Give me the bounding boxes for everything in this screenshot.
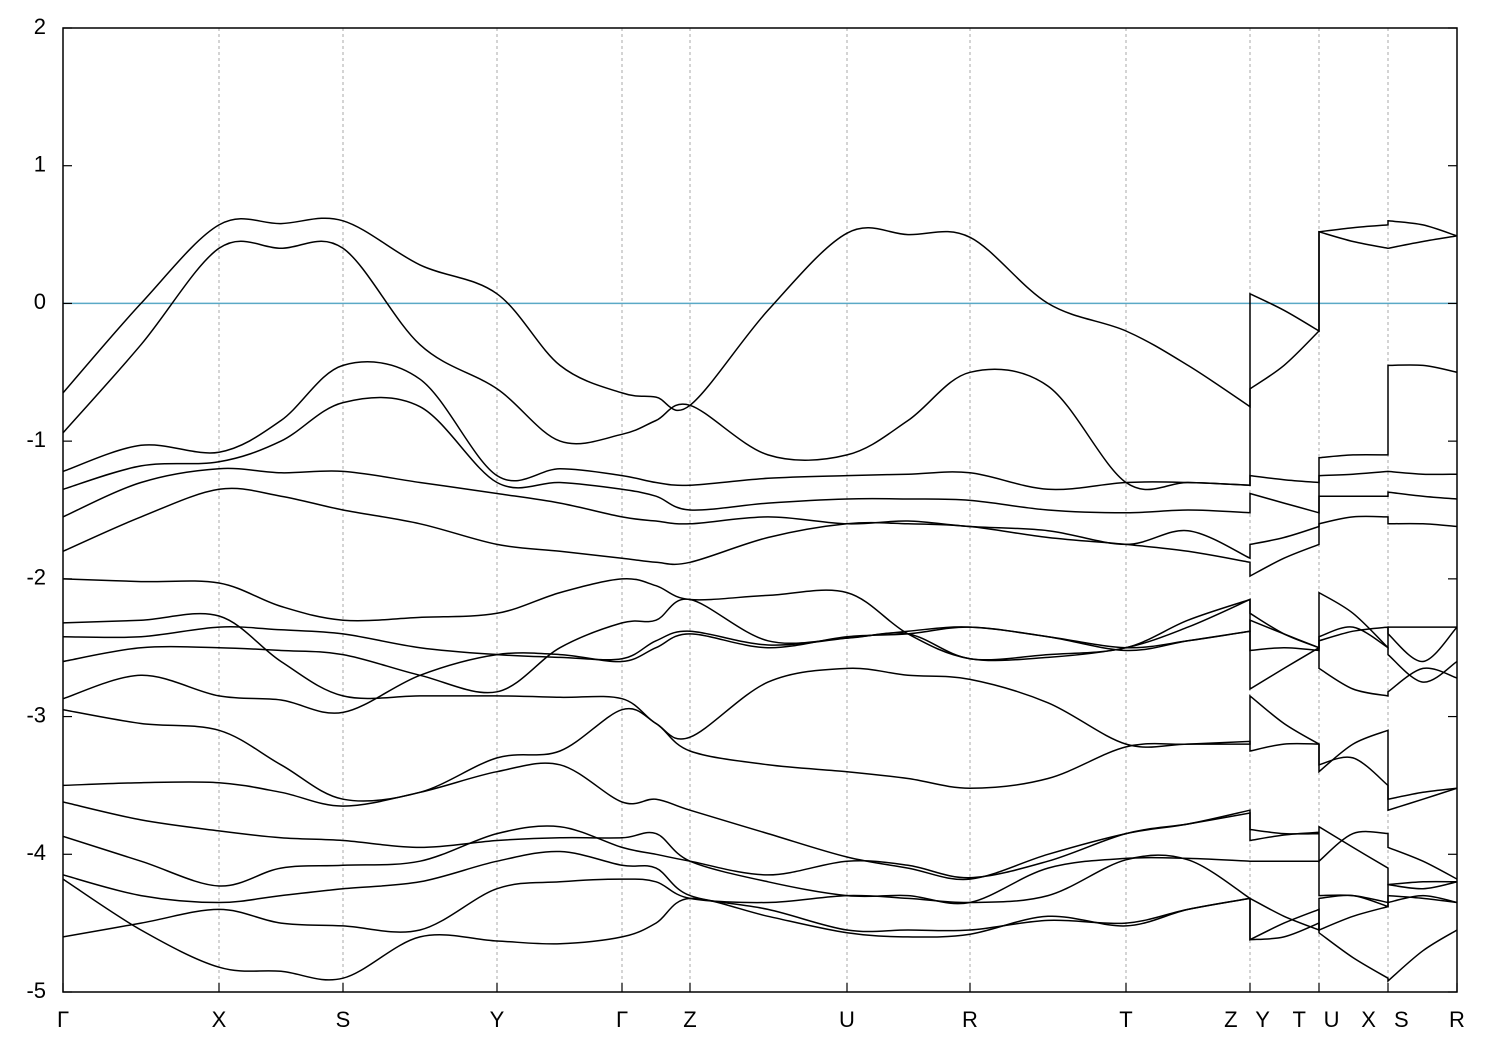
x-tick-label: Z Y <box>1224 1007 1276 1032</box>
band-line <box>63 470 1457 578</box>
band-line <box>63 762 1457 881</box>
y-tick-label: -2 <box>26 565 46 590</box>
band-line <box>63 619 1457 714</box>
y-tick-label: -4 <box>26 840 46 865</box>
x-tick-label: Z <box>683 1007 696 1032</box>
band-line <box>63 812 1457 890</box>
band-line <box>63 707 1457 802</box>
band-line <box>63 217 1457 412</box>
y-tick-label: 1 <box>34 152 46 177</box>
x-tick-label: Γ <box>57 1007 69 1032</box>
x-tick-label: X S <box>1361 1007 1414 1032</box>
band-line <box>63 577 1457 662</box>
y-tick-label: 0 <box>34 289 46 314</box>
x-tick-label: X <box>212 1007 227 1032</box>
band-line <box>63 850 1457 941</box>
x-tick-label: R <box>962 1007 978 1032</box>
band-line <box>63 361 1457 491</box>
bands <box>63 217 1457 983</box>
plot-frame <box>62 27 1458 993</box>
x-tick-label: S <box>336 1007 351 1032</box>
band-line <box>63 230 1457 491</box>
x-tick-label: T U <box>1292 1007 1345 1032</box>
y-tick-label: -3 <box>26 702 46 727</box>
band-line <box>63 801 1457 905</box>
axis-layer: 2 1 0 -1 -2 -3 -4 -5 Γ X S Y Γ Z U R T Z Y T U X S R <box>26 14 1465 1032</box>
y-tick-label: 2 <box>34 14 46 39</box>
y-tick-label: -1 <box>26 427 46 452</box>
x-tick-label: Γ <box>616 1007 628 1032</box>
y-tick-label: -5 <box>26 978 46 1003</box>
x-tick-label: U <box>839 1007 855 1032</box>
x-tick-label: Y <box>490 1007 505 1032</box>
grid-layer <box>63 28 1457 992</box>
band-line <box>63 612 1457 812</box>
x-tick-label: R <box>1449 1007 1465 1032</box>
x-tick-label: T <box>1119 1007 1132 1032</box>
band-line <box>63 878 1457 983</box>
band-line <box>63 396 1457 514</box>
